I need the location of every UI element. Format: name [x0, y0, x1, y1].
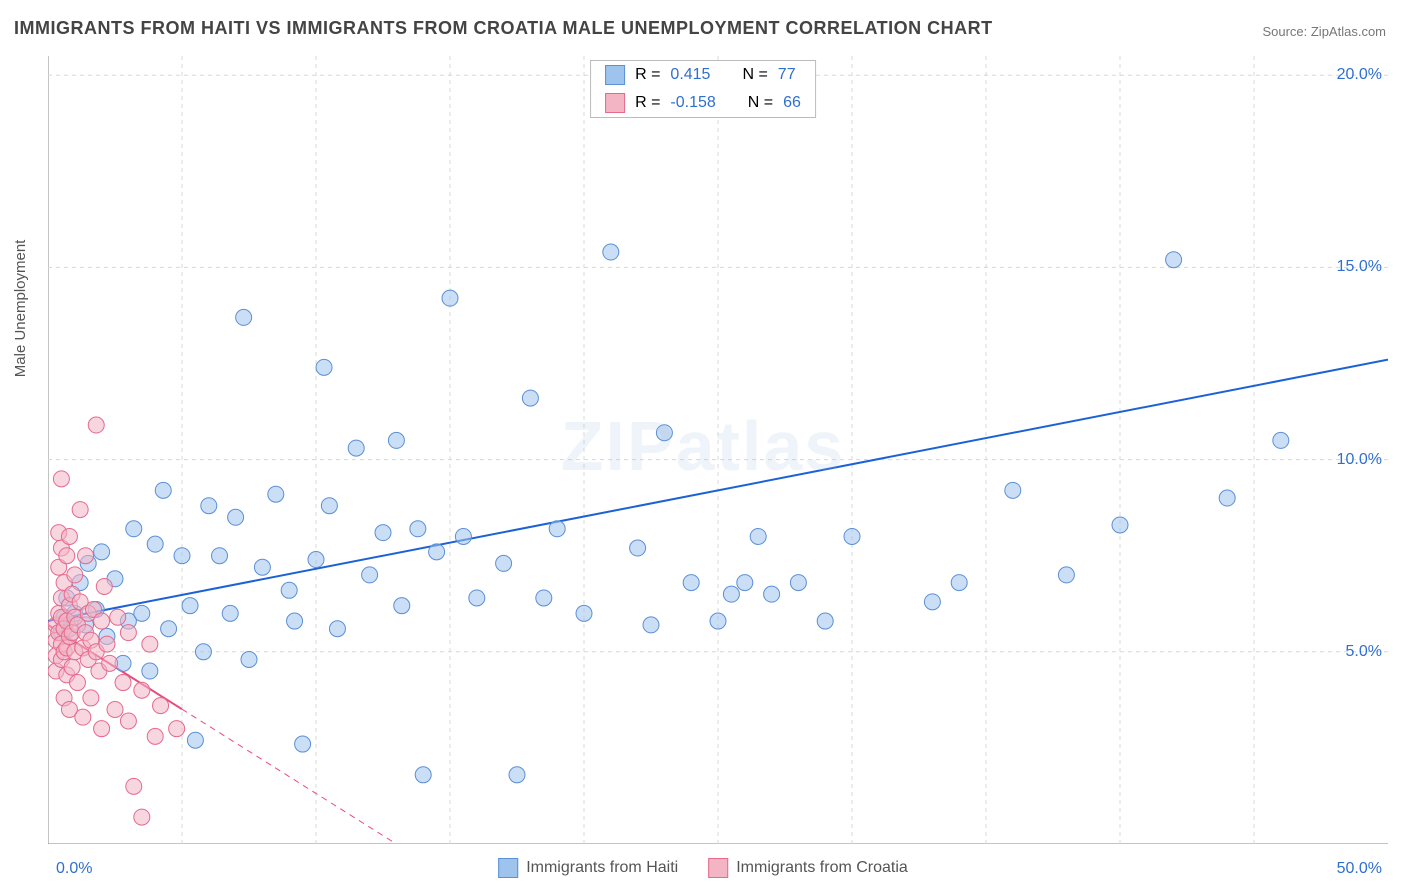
legend-label: Immigrants from Croatia — [736, 859, 908, 877]
n-label: N = — [748, 94, 773, 112]
r-value: 0.415 — [670, 66, 710, 84]
r-value: -0.158 — [670, 94, 715, 112]
chart-container: IMMIGRANTS FROM HAITI VS IMMIGRANTS FROM… — [0, 0, 1406, 892]
legend-label: Immigrants from Haiti — [526, 859, 678, 877]
chart-title: IMMIGRANTS FROM HAITI VS IMMIGRANTS FROM… — [14, 18, 993, 39]
legend-item-croatia: Immigrants from Croatia — [708, 858, 908, 878]
series-legend: Immigrants from Haiti Immigrants from Cr… — [498, 858, 908, 878]
r-label: R = — [635, 94, 660, 112]
x-axis-min-label: 0.0% — [56, 860, 92, 878]
plot-area — [48, 56, 1388, 844]
swatch-croatia-icon — [708, 858, 728, 878]
swatch-haiti — [605, 65, 625, 85]
correlation-legend: R = 0.415 N = 77 R = -0.158 N = 66 — [590, 60, 816, 118]
swatch-croatia — [605, 93, 625, 113]
n-label: N = — [742, 66, 767, 84]
scatter-svg — [48, 56, 1388, 844]
legend-item-haiti: Immigrants from Haiti — [498, 858, 678, 878]
legend-row-haiti: R = 0.415 N = 77 — [591, 61, 815, 89]
x-axis-max-label: 50.0% — [1337, 860, 1382, 878]
n-value: 66 — [783, 94, 801, 112]
n-value: 77 — [778, 66, 796, 84]
swatch-haiti-icon — [498, 858, 518, 878]
y-axis-label: Male Unemployment — [12, 240, 29, 378]
source-attribution: Source: ZipAtlas.com — [1262, 24, 1386, 39]
legend-row-croatia: R = -0.158 N = 66 — [591, 89, 815, 117]
r-label: R = — [635, 66, 660, 84]
